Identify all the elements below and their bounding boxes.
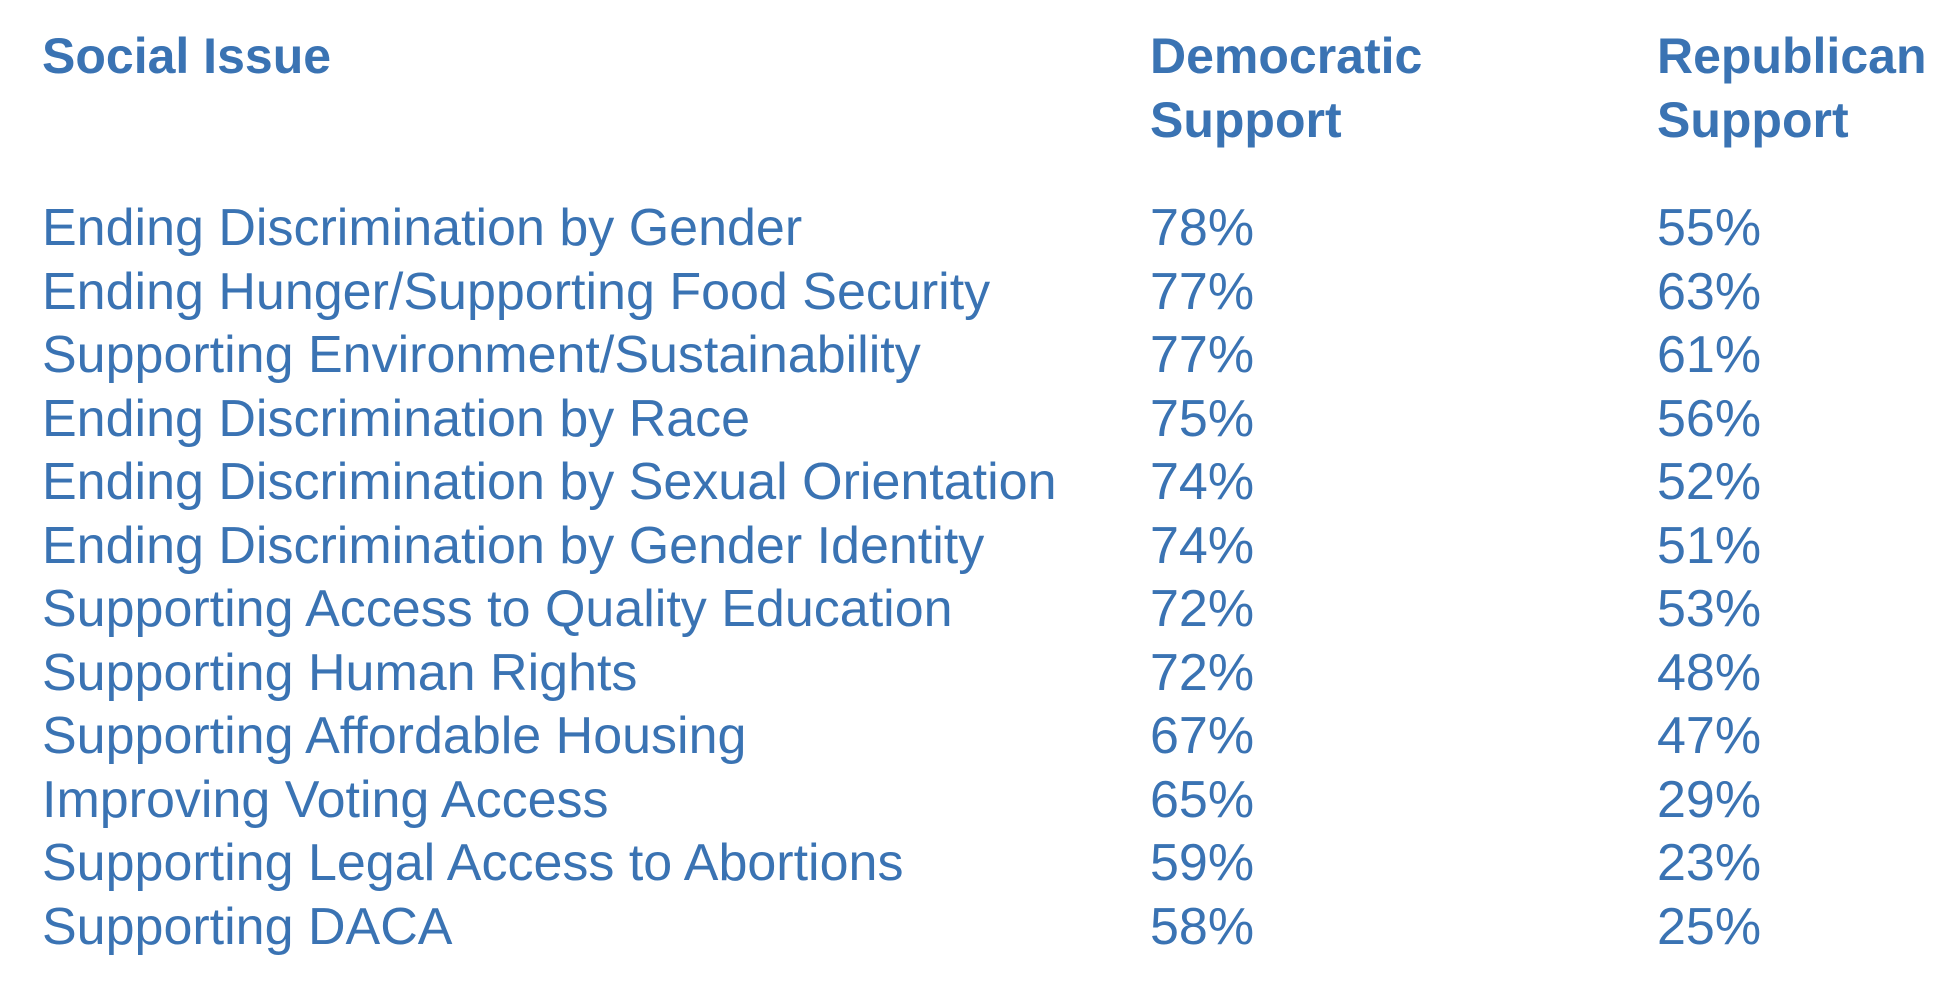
issue-cell: Supporting Affordable Housing xyxy=(42,707,747,765)
republican-support-cell: 61% xyxy=(1657,326,1762,384)
issue-cell: Supporting Legal Access to Abortions xyxy=(42,834,904,892)
table-row: Ending Discrimination by Gender Identity… xyxy=(0,514,1958,578)
table-row: Improving Voting Access 65% 29% xyxy=(0,768,1958,832)
democratic-support-cell: 58% xyxy=(1150,897,1255,956)
democratic-support-cell: 74% xyxy=(1150,516,1255,575)
democratic-support-cell: 65% xyxy=(1150,770,1255,829)
table-row: Supporting Access to Quality Education 72… xyxy=(0,577,1958,641)
table-row: Ending Discrimination by Gender 78% 55% xyxy=(0,196,1958,260)
democratic-support-cell: 75% xyxy=(1150,389,1255,448)
issue-cell: Ending Discrimination by Race xyxy=(42,389,751,448)
republican-support-cell: 52% xyxy=(1657,453,1762,511)
republican-support-cell: 56% xyxy=(1657,389,1762,448)
header-democratic-line1: Democratic xyxy=(1150,28,1423,84)
header-social-issue: Social Issue xyxy=(42,24,331,88)
table-row: Supporting Affordable Housing 67% 47% xyxy=(0,704,1958,768)
issue-cell: Supporting Environment/Sustainability xyxy=(42,326,921,384)
issue-cell: Supporting DACA xyxy=(42,897,453,956)
table-row: Ending Discrimination by Sexual Orientat… xyxy=(0,450,1958,514)
table-row: Supporting Human Rights 72% 48% xyxy=(0,641,1958,705)
table-row: Supporting DACA 58% 25% xyxy=(0,895,1958,959)
democratic-support-cell: 77% xyxy=(1150,262,1255,321)
table-row: Supporting Environment/Sustainability 77%… xyxy=(0,323,1958,387)
header-republican-support: Republican Support xyxy=(1657,24,1926,152)
republican-support-cell: 29% xyxy=(1657,770,1762,829)
issue-cell: Supporting Human Rights xyxy=(42,643,638,702)
republican-support-cell: 48% xyxy=(1657,643,1762,702)
democratic-support-cell: 72% xyxy=(1150,580,1255,638)
democratic-support-cell: 78% xyxy=(1150,199,1255,257)
header-republican-line1: Republican xyxy=(1657,28,1927,84)
issue-cell: Ending Hunger/Supporting Food Security xyxy=(42,262,991,321)
democratic-support-cell: 77% xyxy=(1150,326,1255,384)
table-row: Supporting Legal Access to Abortions 59% 2… xyxy=(0,831,1958,895)
democratic-support-cell: 59% xyxy=(1150,834,1255,892)
democratic-support-cell: 67% xyxy=(1150,707,1255,765)
issue-cell: Supporting Access to Quality Education xyxy=(42,580,953,638)
democratic-support-cell: 72% xyxy=(1150,643,1255,702)
republican-support-cell: 51% xyxy=(1657,516,1762,575)
republican-support-cell: 23% xyxy=(1657,834,1762,892)
republican-support-cell: 25% xyxy=(1657,897,1762,956)
issue-cell: Ending Discrimination by Gender Identity xyxy=(42,516,985,575)
header-republican-line2: Support xyxy=(1657,92,1849,148)
issue-cell: Ending Discrimination by Gender xyxy=(42,199,803,257)
table-row: Ending Discrimination by Race 75% 56% xyxy=(0,387,1958,451)
democratic-support-cell: 74% xyxy=(1150,453,1255,511)
republican-support-cell: 55% xyxy=(1657,199,1762,257)
header-democratic-support: Democratic Support xyxy=(1150,24,1422,152)
republican-support-cell: 53% xyxy=(1657,580,1762,638)
issue-cell: Ending Discrimination by Sexual Orientat… xyxy=(42,453,1057,511)
republican-support-cell: 47% xyxy=(1657,707,1762,765)
header-social-issue-label: Social Issue xyxy=(42,28,332,84)
republican-support-cell: 63% xyxy=(1657,262,1762,321)
table-row: Ending Hunger/Supporting Food Security 77… xyxy=(0,260,1958,324)
issue-cell: Improving Voting Access xyxy=(42,770,609,829)
header-democratic-line2: Support xyxy=(1150,92,1342,148)
